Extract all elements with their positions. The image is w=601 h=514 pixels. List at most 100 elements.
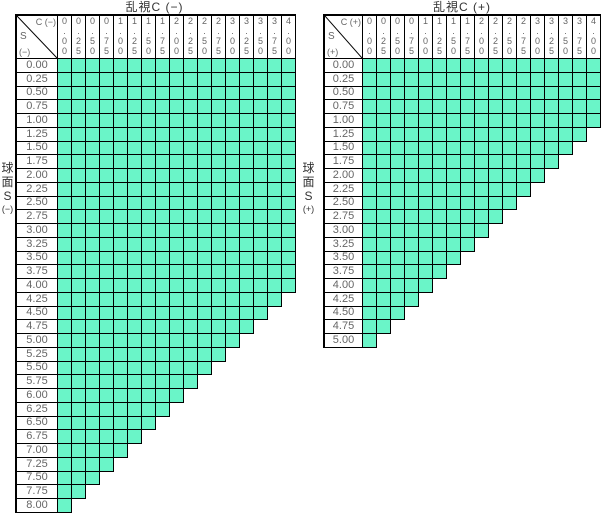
availability-cell — [502, 195, 517, 211]
availability-cell — [99, 443, 114, 458]
table-row: 2.50 — [323, 195, 601, 211]
sphere-axis-sign: (−) — [1, 204, 14, 214]
availability-cell — [225, 58, 240, 73]
table-row: 3.50 — [15, 250, 296, 266]
availability-cell — [502, 126, 517, 142]
table-row: 7.25 — [15, 456, 296, 472]
availability-cell — [253, 126, 268, 142]
availability-cell — [460, 58, 475, 73]
availability-cell — [57, 470, 72, 486]
availability-cell — [225, 181, 240, 197]
table-row: 3.25 — [323, 236, 601, 252]
availability-cell — [460, 195, 475, 211]
availability-cell — [71, 181, 86, 197]
availability-cell — [127, 223, 142, 238]
availability-cell — [169, 250, 184, 266]
availability-cell — [267, 71, 282, 87]
availability-cell — [99, 291, 114, 307]
availability-cell — [418, 264, 433, 279]
availability-cell — [197, 71, 212, 87]
availability-cell — [57, 140, 72, 156]
availability-cell — [281, 168, 296, 183]
availability-cell — [530, 85, 545, 101]
availability-cell — [85, 333, 100, 348]
availability-cell — [169, 319, 184, 334]
availability-cell — [197, 154, 212, 169]
availability-cell — [169, 209, 184, 224]
availability-cell — [544, 154, 559, 169]
availability-cell — [99, 154, 114, 169]
availability-cell — [281, 181, 296, 197]
availability-cell — [85, 223, 100, 238]
availability-cell — [169, 346, 184, 362]
availability-cell — [239, 113, 254, 128]
availability-cell — [225, 333, 240, 348]
availability-cell — [71, 58, 86, 73]
availability-cell — [99, 58, 114, 73]
availability-cell — [530, 126, 545, 142]
row-header-sphere: 0.50 — [323, 85, 363, 101]
availability-cell — [530, 154, 545, 169]
availability-cell — [432, 168, 447, 183]
availability-cell — [281, 126, 296, 142]
availability-cell — [169, 264, 184, 279]
availability-cell — [85, 415, 100, 431]
col-header-cylinder: 3 . 0 0 — [530, 14, 545, 59]
table-row: 2.75 — [15, 209, 296, 224]
availability-cell — [127, 360, 142, 376]
col-header-cylinder: 3 . 0 0 — [225, 14, 240, 59]
availability-cell — [197, 305, 212, 321]
availability-cell — [141, 264, 156, 279]
availability-cell — [558, 58, 573, 73]
availability-cell — [57, 195, 72, 211]
diagonal-line — [325, 16, 362, 58]
availability-cell — [474, 195, 489, 211]
availability-cell — [474, 85, 489, 101]
availability-cell — [446, 71, 461, 87]
diagonal-line — [17, 16, 57, 58]
table-row: 6.50 — [15, 415, 296, 431]
availability-cell — [85, 346, 100, 362]
table-row: 8.00 — [15, 498, 296, 513]
availability-cell — [530, 113, 545, 128]
availability-cell — [57, 209, 72, 224]
availability-cell — [85, 126, 100, 142]
availability-cell — [281, 264, 296, 279]
availability-cell — [211, 71, 226, 87]
availability-cell — [211, 250, 226, 266]
row-header-sphere: 7.75 — [15, 484, 58, 499]
row-header-sphere: 3.25 — [323, 236, 363, 252]
availability-cell — [432, 195, 447, 211]
availability-cell — [211, 113, 226, 128]
availability-cell — [155, 305, 170, 321]
availability-cell — [57, 291, 72, 307]
availability-cell — [267, 140, 282, 156]
availability-cell — [390, 278, 405, 293]
availability-cell — [502, 113, 517, 128]
availability-cell — [169, 388, 184, 403]
availability-cell — [516, 181, 531, 197]
availability-cell — [155, 58, 170, 73]
availability-cell — [99, 126, 114, 142]
availability-cell — [558, 140, 573, 156]
availability-cell — [404, 223, 419, 238]
table-row: 6.25 — [15, 401, 296, 417]
availability-cell — [211, 346, 226, 362]
availability-cell — [85, 85, 100, 101]
availability-cell — [488, 99, 503, 114]
availability-cell — [141, 58, 156, 73]
availability-cell — [183, 223, 198, 238]
availability-cell — [127, 236, 142, 252]
availability-cell — [362, 154, 377, 169]
availability-cell — [183, 346, 198, 362]
availability-cell — [390, 195, 405, 211]
availability-cell — [267, 264, 282, 279]
availability-cell — [99, 113, 114, 128]
availability-cell — [474, 71, 489, 87]
col-header-cylinder: 2 . 2 5 — [183, 14, 198, 59]
availability-cell — [169, 374, 184, 389]
availability-cell — [404, 85, 419, 101]
availability-cell — [85, 181, 100, 197]
availability-cell — [85, 113, 100, 128]
availability-cell — [390, 223, 405, 238]
